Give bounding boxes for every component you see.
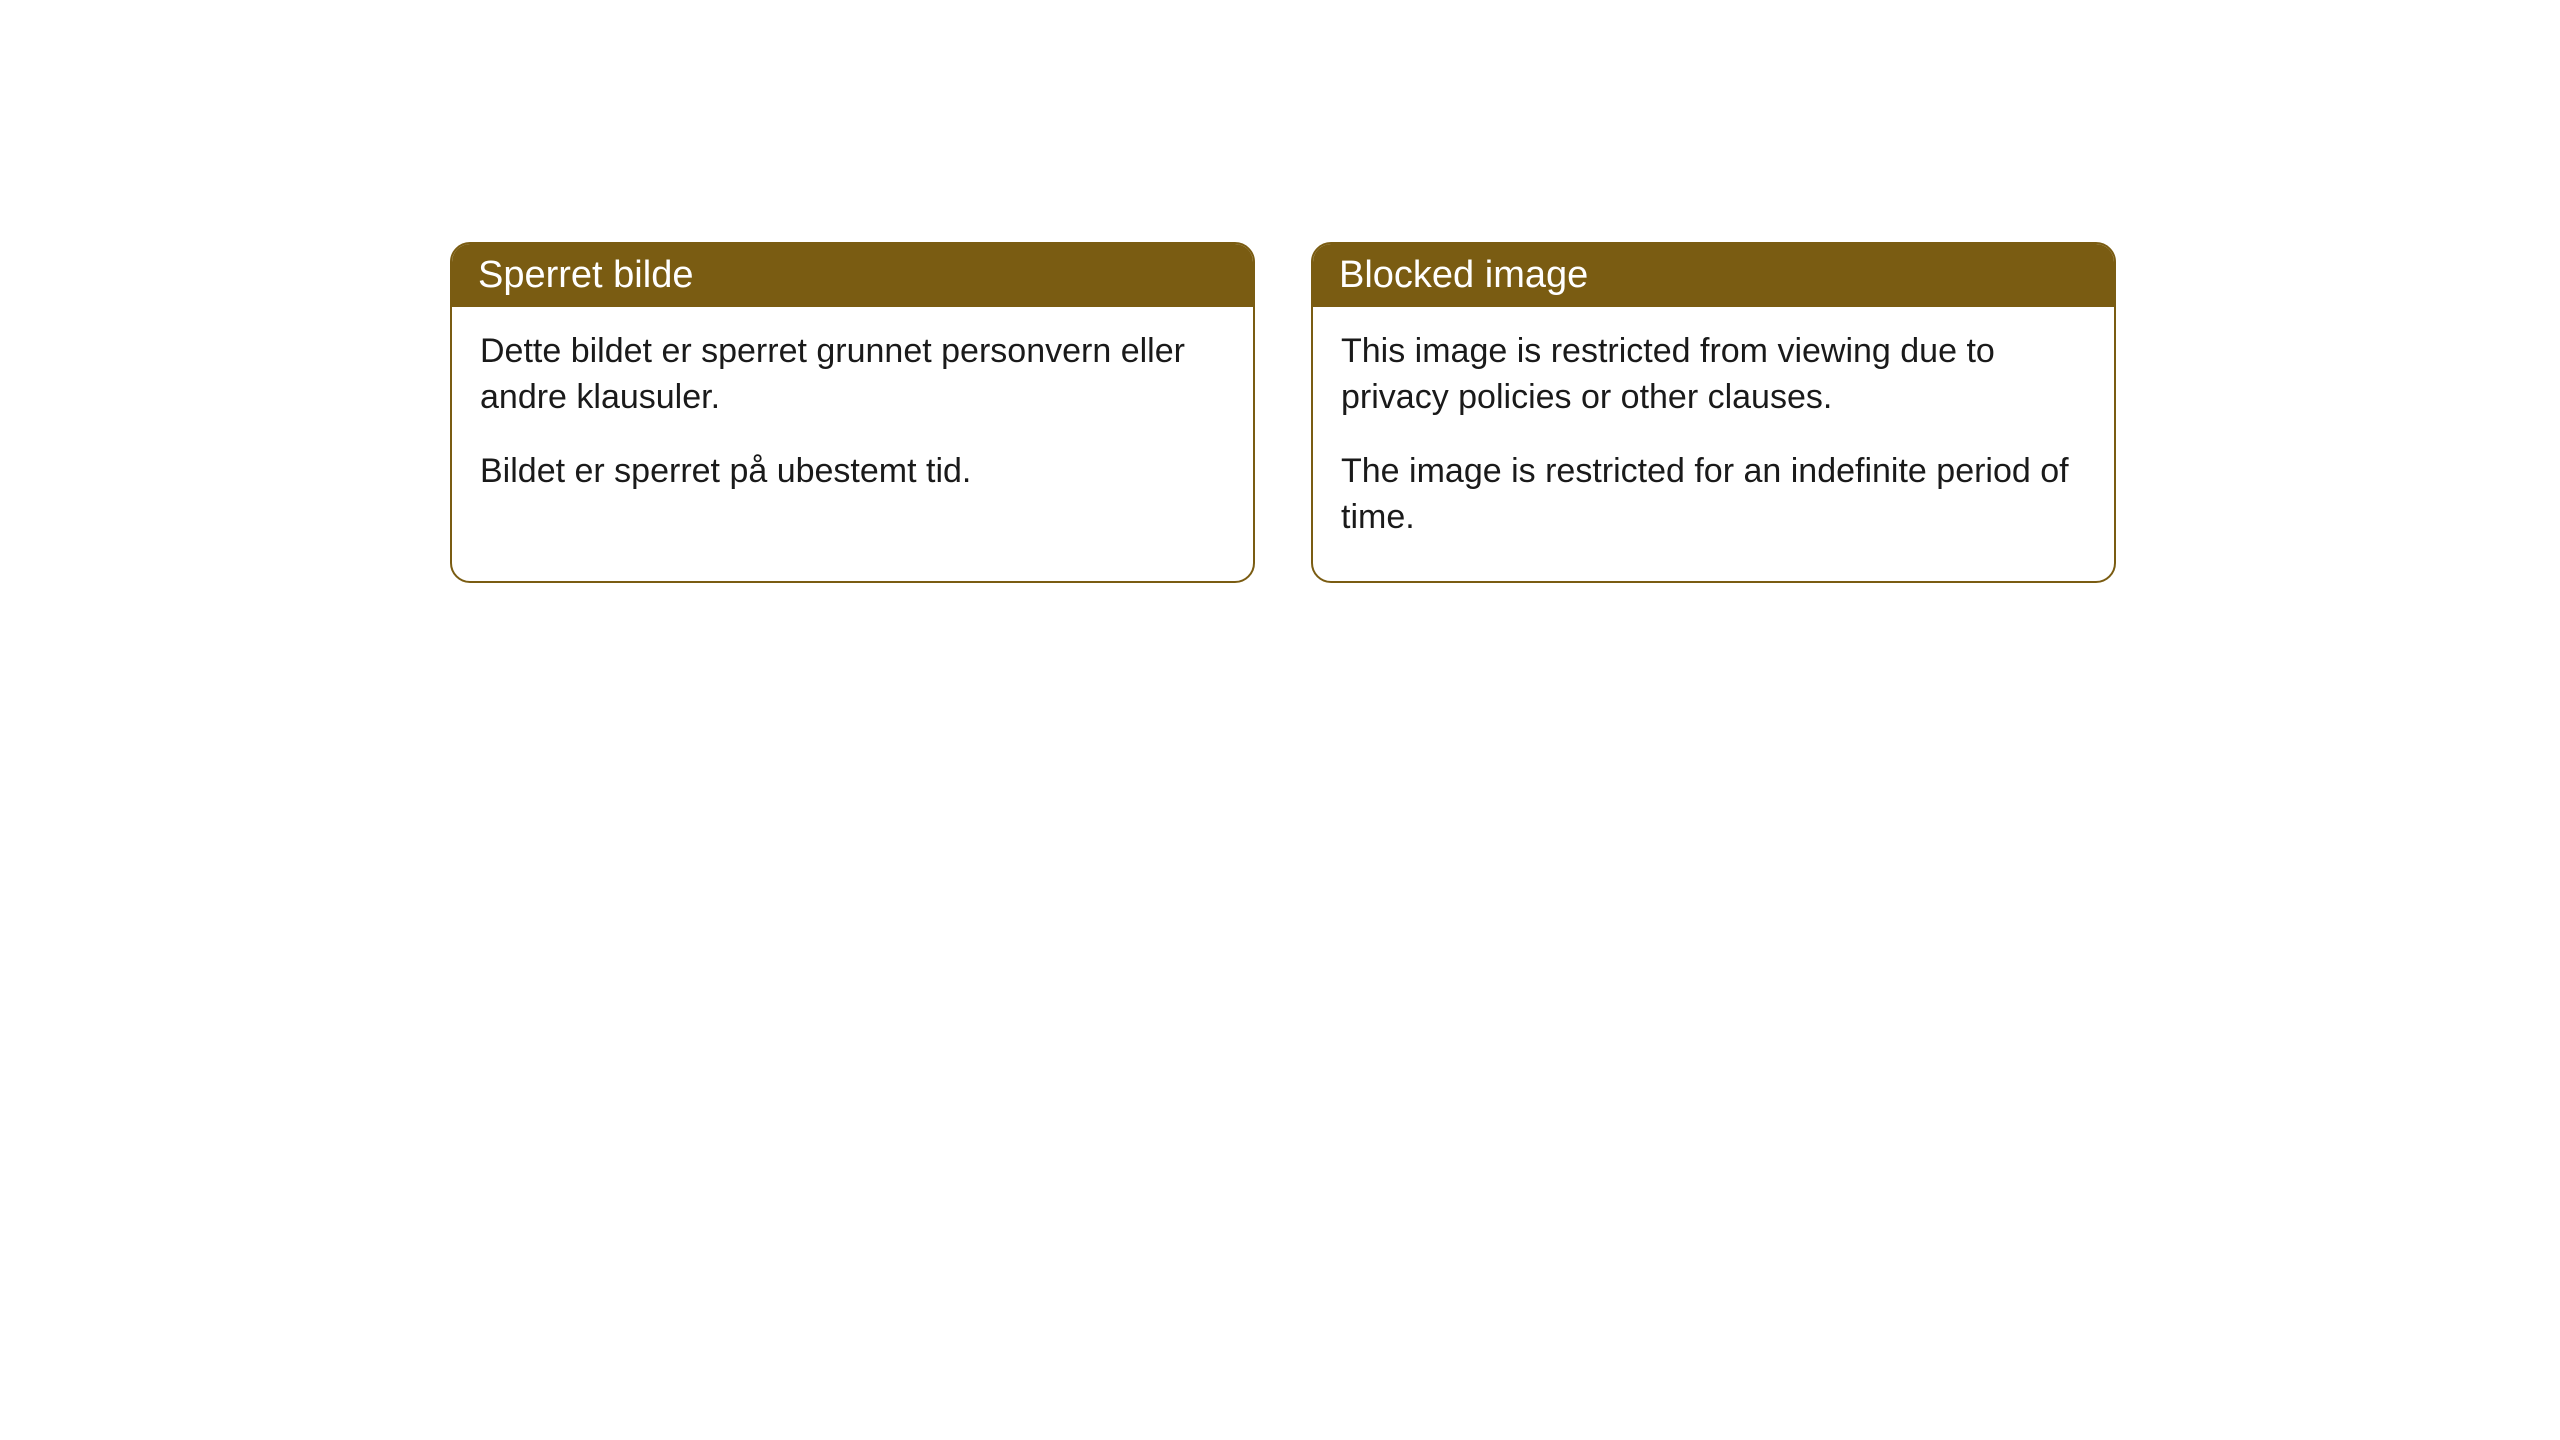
- notice-paragraph: Dette bildet er sperret grunnet personve…: [480, 329, 1225, 421]
- notice-body: This image is restricted from viewing du…: [1313, 307, 2114, 581]
- notice-body: Dette bildet er sperret grunnet personve…: [452, 307, 1253, 535]
- notice-cards-container: Sperret bilde Dette bildet er sperret gr…: [450, 242, 2116, 583]
- notice-card-english: Blocked image This image is restricted f…: [1311, 242, 2116, 583]
- notice-header: Sperret bilde: [452, 244, 1253, 307]
- notice-card-norwegian: Sperret bilde Dette bildet er sperret gr…: [450, 242, 1255, 583]
- notice-header: Blocked image: [1313, 244, 2114, 307]
- notice-paragraph: This image is restricted from viewing du…: [1341, 329, 2086, 421]
- notice-paragraph: Bildet er sperret på ubestemt tid.: [480, 449, 1225, 495]
- notice-paragraph: The image is restricted for an indefinit…: [1341, 449, 2086, 541]
